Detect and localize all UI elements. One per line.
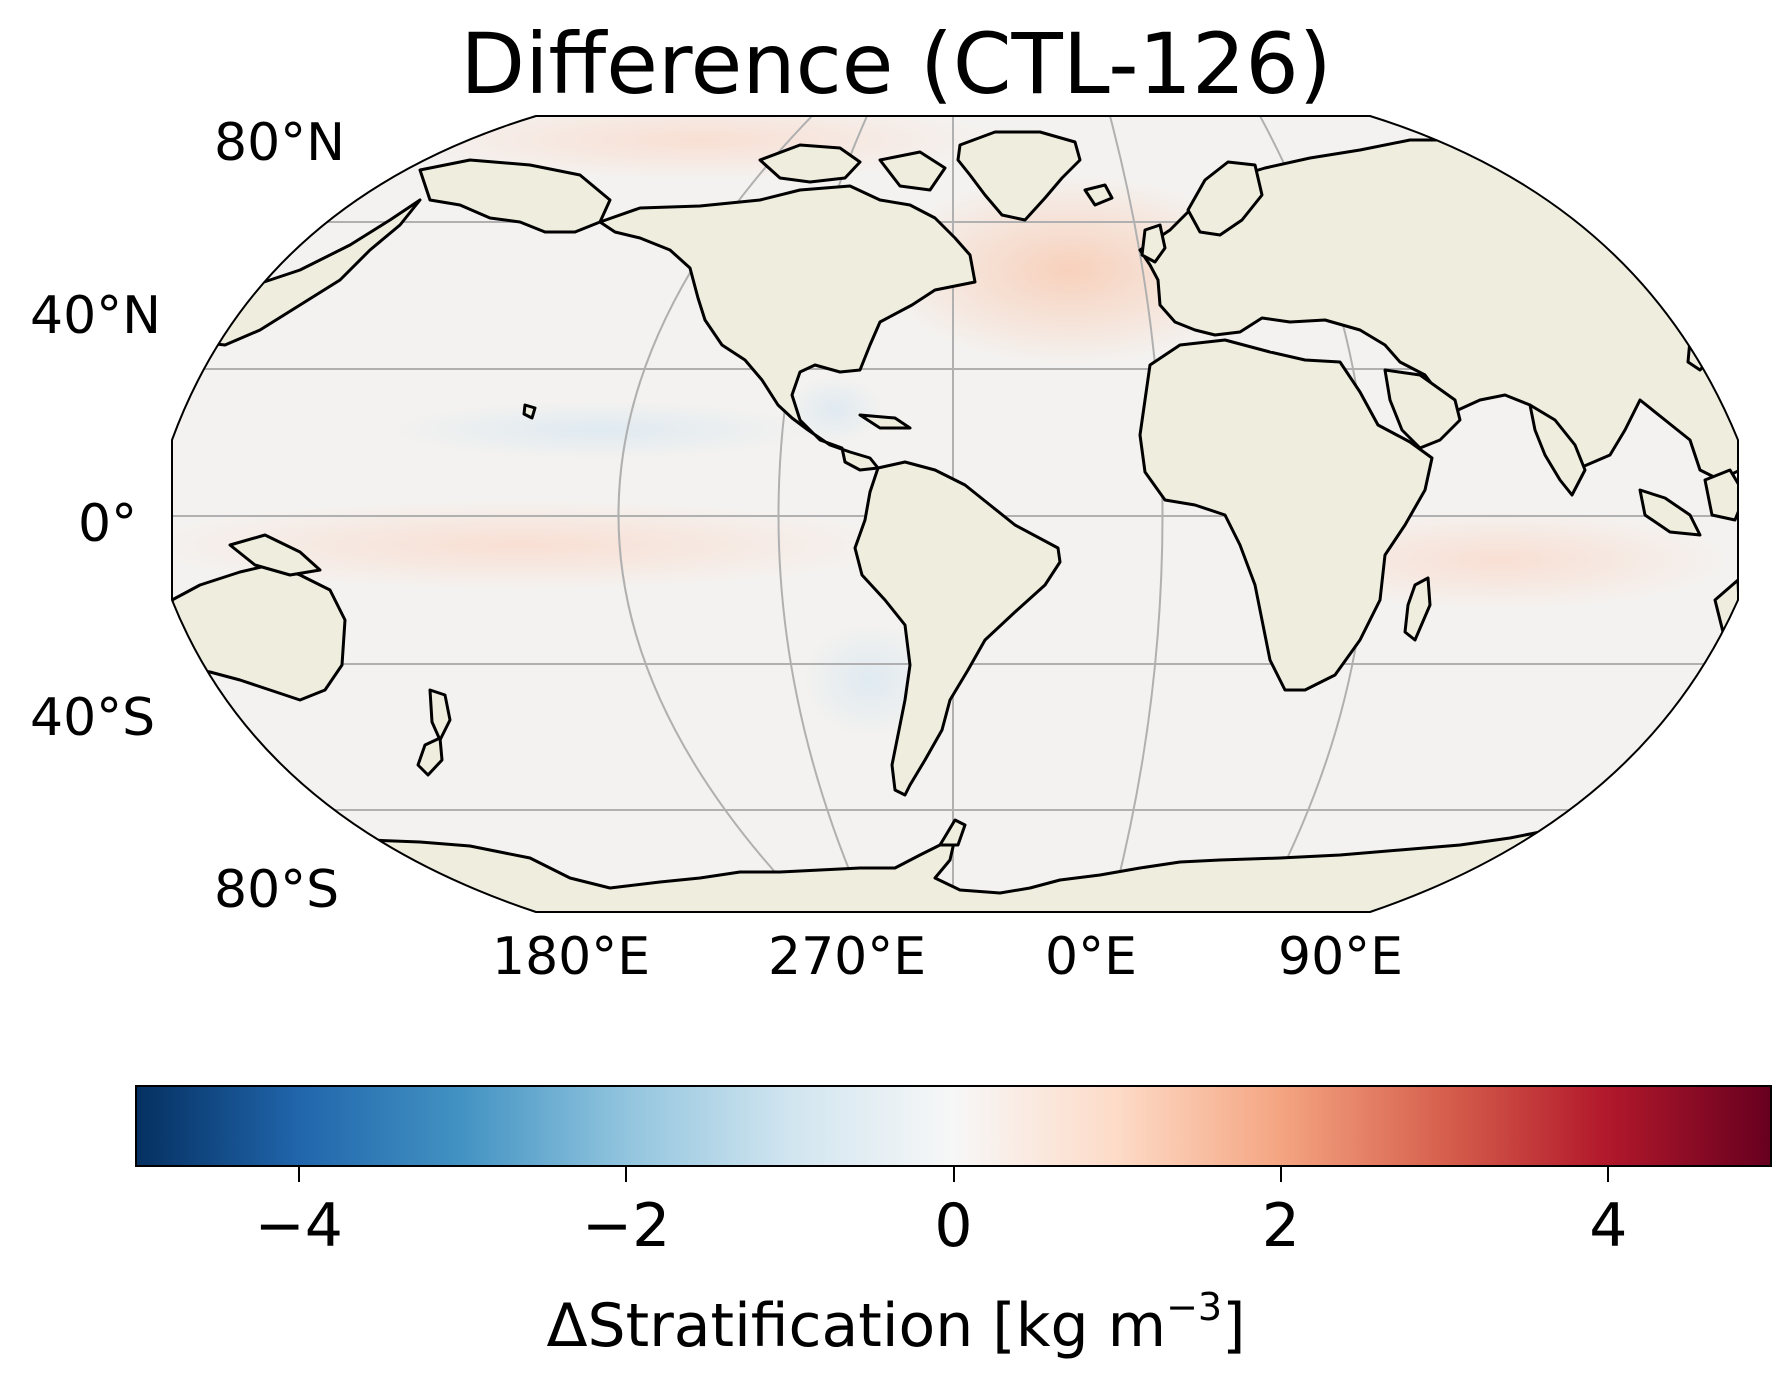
north-pacific-cool-band <box>380 400 820 460</box>
colorbar-tick-label: −2 <box>581 1191 671 1261</box>
lon-label-180e: 180°E <box>492 927 651 987</box>
colorbar-tick-mark <box>952 1167 955 1182</box>
japan <box>1686 323 1720 372</box>
colorbar-label: ΔStratification [kg m−3] <box>0 1288 1792 1356</box>
lat-label-80s: 80°S <box>214 860 340 920</box>
colorbar-tick-mark <box>625 1167 628 1182</box>
borneo <box>1703 468 1738 522</box>
hawaii <box>522 403 537 420</box>
australia <box>172 563 347 702</box>
antarctica <box>328 830 1562 912</box>
lon-label-90e: 90°E <box>1278 927 1404 987</box>
indian-subcontinent <box>1528 403 1587 497</box>
lon-label-0e: 0°E <box>1045 927 1137 987</box>
arabian-peninsula <box>1383 368 1462 450</box>
south-america <box>853 460 1062 797</box>
map-title: Difference (CTL-126) <box>460 15 1332 113</box>
colorbar-tick-mark <box>1607 1167 1610 1182</box>
colorbar-tick-label: 4 <box>1589 1191 1628 1261</box>
colorbar-tick-label: −4 <box>254 1191 343 1261</box>
tropical-pacific-anomaly <box>172 500 900 590</box>
canadian-archipelago <box>758 143 862 184</box>
lat-label-40s: 40°S <box>30 688 156 748</box>
greenland <box>956 130 1082 222</box>
colorbar-tick-mark <box>1279 1167 1282 1182</box>
north-america <box>598 184 977 472</box>
lat-label-40n: 40°N <box>30 286 162 346</box>
colorbar <box>135 1085 1772 1167</box>
lat-label-0: 0° <box>78 494 138 554</box>
gridline-lon-0 <box>1109 116 1164 912</box>
madagascar <box>1403 576 1432 642</box>
colorbar-tick-mark <box>297 1167 300 1182</box>
lon-label-270e: 270°E <box>768 927 927 987</box>
colorbar-label-exponent: −3 <box>1166 1285 1223 1329</box>
colorbar-tick-label: 0 <box>934 1191 973 1261</box>
lat-label-80n: 80°N <box>214 113 346 173</box>
scandinavia <box>1186 160 1264 237</box>
baffin-island <box>878 150 947 192</box>
colorbar-tick-label: 2 <box>1261 1191 1300 1261</box>
new-zealand-south <box>416 736 444 777</box>
cuba <box>858 413 912 430</box>
maritime-continent <box>1638 488 1702 537</box>
antarctic-peninsula <box>938 818 967 847</box>
british-isles <box>1140 223 1167 264</box>
map-content <box>172 116 1738 912</box>
alaska <box>418 158 612 234</box>
map-boundary <box>171 115 1739 913</box>
new-zealand-north <box>428 688 452 742</box>
colorbar-label-suffix: ] <box>1222 1291 1246 1361</box>
new-guinea <box>228 533 322 577</box>
africa <box>1138 338 1434 692</box>
iceland <box>1083 183 1114 207</box>
colorbar-label-text: ΔStratification [kg m <box>546 1291 1167 1361</box>
